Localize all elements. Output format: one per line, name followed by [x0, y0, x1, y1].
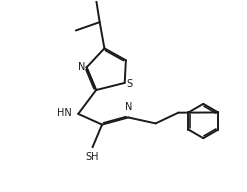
Text: N: N: [78, 62, 85, 72]
Text: SH: SH: [86, 152, 99, 162]
Text: HN: HN: [57, 108, 72, 118]
Text: N: N: [125, 102, 132, 112]
Text: S: S: [126, 79, 133, 89]
